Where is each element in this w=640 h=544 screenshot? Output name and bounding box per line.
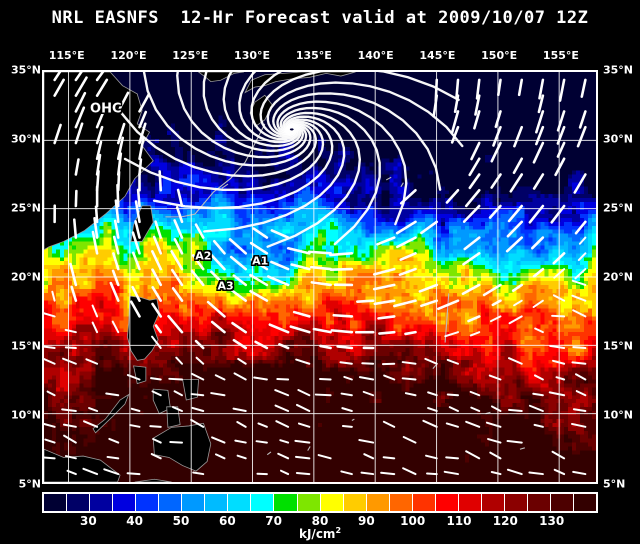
lon-tick-label: 135°E xyxy=(295,49,332,62)
lon-tick-label: 125°E xyxy=(172,49,209,62)
colorbar-segment xyxy=(44,494,68,511)
colorbar-segment xyxy=(251,494,275,511)
lon-tick-label: 150°E xyxy=(481,49,518,62)
colorbar-segment xyxy=(67,494,91,511)
colorbar-segment xyxy=(389,494,413,511)
lat-tick-label-right: 30°N xyxy=(603,132,634,146)
lon-tick-label: 145°E xyxy=(419,49,456,62)
colorbar-tick-label: 90 xyxy=(357,514,375,528)
colorbar[interactable] xyxy=(42,492,598,513)
lat-tick-label-left: 20°N xyxy=(10,270,41,284)
colorbar-segment xyxy=(136,494,160,511)
colorbar-tick-label: 120 xyxy=(492,514,518,528)
colorbar-tick-label: 100 xyxy=(400,514,426,528)
ohc-heatmap-field xyxy=(44,72,596,482)
colorbar-tick-label: 80 xyxy=(311,514,329,528)
colorbar-segment xyxy=(458,494,482,511)
lon-tick-label: 120°E xyxy=(110,49,147,62)
lat-tick-label-right: 25°N xyxy=(603,201,634,215)
colorbar-segment xyxy=(551,494,575,511)
colorbar-tick-label: 50 xyxy=(172,514,190,528)
colorbar-segment xyxy=(274,494,298,511)
lat-tick-label-right: 20°N xyxy=(603,270,634,284)
lat-tick-label-left: 5°N xyxy=(18,477,41,491)
colorbar-tick-label: 60 xyxy=(218,514,236,528)
lat-tick-label-left: 30°N xyxy=(10,132,41,146)
colorbar-tick-label: 40 xyxy=(126,514,144,528)
lon-tick-label: 140°E xyxy=(357,49,394,62)
colorbar-segment xyxy=(320,494,344,511)
colorbar-segment xyxy=(182,494,206,511)
lat-tick-label-right: 35°N xyxy=(603,63,634,77)
storm-label-a1: A1 xyxy=(252,254,269,268)
colorbar-segment xyxy=(412,494,436,511)
colorbar-segment xyxy=(205,494,229,511)
lat-tick-label-right: 5°N xyxy=(603,477,626,491)
colorbar-segment xyxy=(90,494,114,511)
colorbar-segment xyxy=(504,494,528,511)
colorbar-tick-label: 110 xyxy=(446,514,472,528)
lat-tick-label-left: 15°N xyxy=(10,339,41,353)
map-plot-area[interactable]: OHC A1 A2 A3 xyxy=(42,70,598,484)
colorbar-segment xyxy=(159,494,183,511)
colorbar-segment xyxy=(574,494,597,511)
colorbar-segment xyxy=(527,494,552,511)
colorbar-segment xyxy=(297,494,321,511)
colorbar-segment xyxy=(343,494,367,511)
colorbar-tick-label: 30 xyxy=(79,514,97,528)
lon-tick-label: 155°E xyxy=(542,49,579,62)
colorbar-segment xyxy=(113,494,137,511)
colorbar-segment xyxy=(481,494,505,511)
lon-tick-label: 115°E xyxy=(48,49,85,62)
colorbar-unit-text: kJ/cm xyxy=(298,527,336,541)
colorbar-segment xyxy=(435,494,459,511)
colorbar-segment xyxy=(366,494,390,511)
page-title: NRL EASNFS 12-Hr Forecast valid at 2009/… xyxy=(51,8,589,28)
lat-tick-label-right: 10°N xyxy=(603,408,634,422)
lat-tick-label-left: 10°N xyxy=(10,408,41,422)
colorbar-tick-label: 70 xyxy=(265,514,283,528)
lat-tick-label-left: 35°N xyxy=(10,63,41,77)
lat-tick-label-left: 25°N xyxy=(10,201,41,215)
colorbar-segment xyxy=(228,494,252,511)
lon-tick-label: 130°E xyxy=(234,49,271,62)
lat-tick-label-right: 15°N xyxy=(603,339,634,353)
colorbar-unit-exponent: 2 xyxy=(335,526,342,535)
storm-label-a2: A2 xyxy=(195,249,212,263)
colorbar-tick-label: 130 xyxy=(539,514,565,528)
storm-label-a3: A3 xyxy=(217,279,234,293)
field-name-label: OHC xyxy=(90,101,122,117)
colorbar-unit-label: kJ/cm2 xyxy=(0,526,640,541)
